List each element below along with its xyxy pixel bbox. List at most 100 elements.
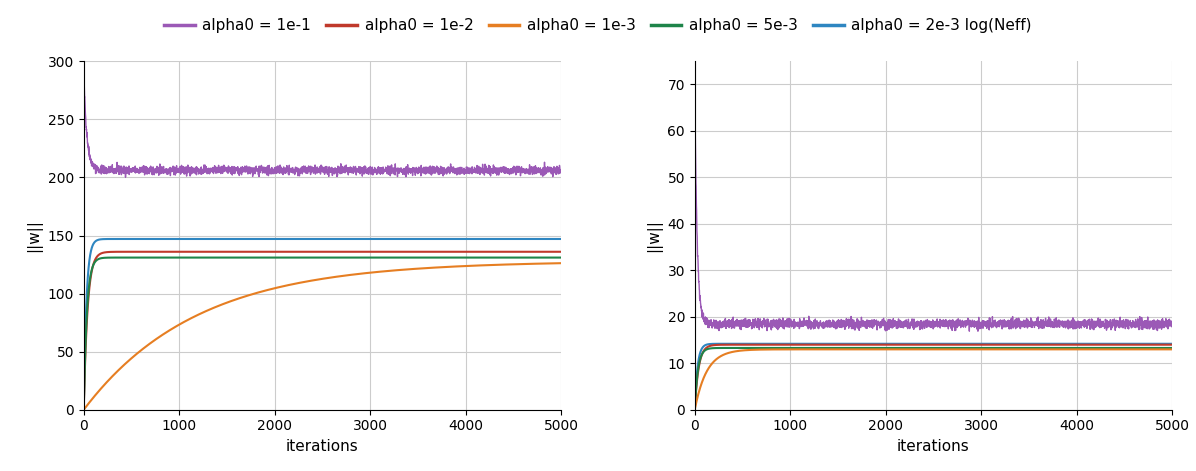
alpha0 = 2e-3 log(Neff) [178, 236, 193, 242]
alpha0 = 2e-3 log(Neff) [544, 236, 559, 242]
alpha0 = 1e-1 [554, 168, 568, 174]
alpha0 = 1e-3 [688, 406, 702, 412]
alpha0 = 1e-2 [688, 406, 702, 411]
Line: alpha0 = 2e-3 log(Neff): alpha0 = 2e-3 log(Neff) [695, 344, 1172, 407]
alpha0 = 1e-3 [1134, 347, 1148, 352]
alpha0 = 2e-3 log(Neff) [1165, 341, 1179, 347]
X-axis label: iterations: iterations [897, 439, 970, 454]
alpha0 = 5e-3 [871, 345, 885, 351]
alpha0 = 1e-1 [493, 167, 507, 172]
alpha0 = 1e-3 [280, 283, 294, 288]
alpha0 = 1e-2 [891, 342, 905, 348]
alpha0 = 1e-1 [1104, 320, 1118, 326]
alpha0 = 5e-3 [77, 402, 91, 408]
alpha0 = 1e-1 [1165, 324, 1179, 329]
alpha0 = 1e-2 [220, 249, 234, 255]
Y-axis label: ||w||: ||w|| [646, 219, 661, 252]
alpha0 = 1e-2 [1155, 342, 1170, 348]
alpha0 = 5e-3 [132, 255, 146, 260]
alpha0 = 1e-2 [132, 249, 146, 255]
alpha0 = 1e-2 [260, 249, 274, 255]
alpha0 = 1e-3 [742, 347, 756, 353]
alpha0 = 1e-1 [1155, 319, 1170, 325]
alpha0 = 5e-3 [281, 255, 295, 260]
Line: alpha0 = 1e-1: alpha0 = 1e-1 [84, 75, 561, 177]
alpha0 = 5e-3 [1104, 345, 1118, 351]
alpha0 = 1e-2 [554, 249, 568, 255]
alpha0 = 2e-3 log(Neff) [554, 236, 568, 242]
alpha0 = 1e-1 [871, 321, 885, 327]
alpha0 = 1e-2 [742, 342, 756, 348]
alpha0 = 5e-3 [159, 255, 173, 260]
alpha0 = 2e-3 log(Neff) [1155, 341, 1170, 347]
alpha0 = 5e-3 [544, 255, 559, 260]
Line: alpha0 = 1e-1: alpha0 = 1e-1 [695, 98, 1172, 331]
alpha0 = 1e-1 [971, 328, 986, 334]
Line: alpha0 = 5e-3: alpha0 = 5e-3 [695, 348, 1172, 408]
X-axis label: iterations: iterations [286, 439, 359, 454]
Line: alpha0 = 1e-3: alpha0 = 1e-3 [695, 349, 1172, 409]
alpha0 = 1e-1 [281, 168, 295, 174]
alpha0 = 5e-3 [742, 345, 756, 351]
alpha0 = 5e-3 [260, 255, 274, 260]
alpha0 = 5e-3 [493, 255, 507, 260]
alpha0 = 2e-3 log(Neff) [770, 341, 785, 347]
alpha0 = 1e-1 [742, 324, 756, 329]
alpha0 = 2e-3 log(Neff) [871, 341, 885, 347]
alpha0 = 1e-1 [118, 174, 133, 180]
alpha0 = 1e-1 [770, 320, 785, 325]
Line: alpha0 = 1e-2: alpha0 = 1e-2 [695, 345, 1172, 408]
alpha0 = 1e-3 [1165, 347, 1179, 352]
alpha0 = 2e-3 log(Neff) [159, 236, 173, 242]
alpha0 = 1e-2 [830, 342, 844, 348]
alpha0 = 1e-3 [159, 329, 173, 335]
alpha0 = 1e-3 [1155, 347, 1170, 352]
alpha0 = 2e-3 log(Neff) [688, 405, 702, 410]
alpha0 = 1e-2 [281, 249, 295, 255]
alpha0 = 1e-2 [1165, 342, 1179, 348]
alpha0 = 2e-3 log(Neff) [281, 236, 295, 242]
alpha0 = 5e-3 [806, 345, 820, 351]
alpha0 = 1e-3 [770, 347, 785, 352]
alpha0 = 2e-3 log(Neff) [742, 341, 756, 347]
alpha0 = 1e-1 [891, 316, 905, 322]
Line: alpha0 = 1e-2: alpha0 = 1e-2 [84, 252, 561, 406]
alpha0 = 2e-3 log(Neff) [77, 401, 91, 407]
alpha0 = 1e-1 [77, 72, 91, 78]
alpha0 = 1e-3 [871, 347, 885, 352]
alpha0 = 2e-3 log(Neff) [493, 236, 507, 242]
alpha0 = 5e-3 [688, 405, 702, 411]
alpha0 = 5e-3 [770, 345, 785, 351]
Line: alpha0 = 1e-3: alpha0 = 1e-3 [84, 263, 561, 410]
alpha0 = 1e-1 [132, 169, 146, 174]
alpha0 = 1e-2 [159, 249, 173, 255]
alpha0 = 1e-2 [544, 249, 559, 255]
alpha0 = 1e-3 [1104, 347, 1118, 352]
alpha0 = 1e-2 [1104, 342, 1118, 348]
alpha0 = 1e-3 [554, 260, 568, 266]
Line: alpha0 = 5e-3: alpha0 = 5e-3 [84, 258, 561, 405]
Y-axis label: ||w||: ||w|| [26, 219, 42, 252]
alpha0 = 1e-2 [770, 342, 785, 348]
Line: alpha0 = 2e-3 log(Neff): alpha0 = 2e-3 log(Neff) [84, 239, 561, 404]
alpha0 = 1e-3 [493, 262, 507, 268]
alpha0 = 5e-3 [196, 255, 210, 260]
Legend: alpha0 = 1e-1, alpha0 = 1e-2, alpha0 = 1e-3, alpha0 = 5e-3, alpha0 = 2e-3 log(Ne: alpha0 = 1e-1, alpha0 = 1e-2, alpha0 = 1… [158, 12, 1038, 40]
alpha0 = 2e-3 log(Neff) [132, 236, 146, 242]
alpha0 = 1e-3 [132, 350, 146, 356]
alpha0 = 2e-3 log(Neff) [789, 341, 804, 347]
alpha0 = 1e-2 [871, 342, 885, 348]
alpha0 = 1e-3 [891, 347, 905, 352]
alpha0 = 2e-3 log(Neff) [260, 236, 274, 242]
alpha0 = 1e-3 [77, 407, 91, 413]
alpha0 = 1e-1 [260, 172, 274, 178]
alpha0 = 1e-3 [544, 260, 559, 266]
alpha0 = 2e-3 log(Neff) [891, 341, 905, 347]
alpha0 = 1e-2 [77, 403, 91, 409]
alpha0 = 5e-3 [891, 345, 905, 351]
alpha0 = 5e-3 [1165, 345, 1179, 351]
alpha0 = 1e-1 [544, 169, 559, 174]
alpha0 = 1e-3 [260, 287, 274, 293]
alpha0 = 2e-3 log(Neff) [1104, 341, 1118, 347]
alpha0 = 5e-3 [1155, 345, 1170, 351]
